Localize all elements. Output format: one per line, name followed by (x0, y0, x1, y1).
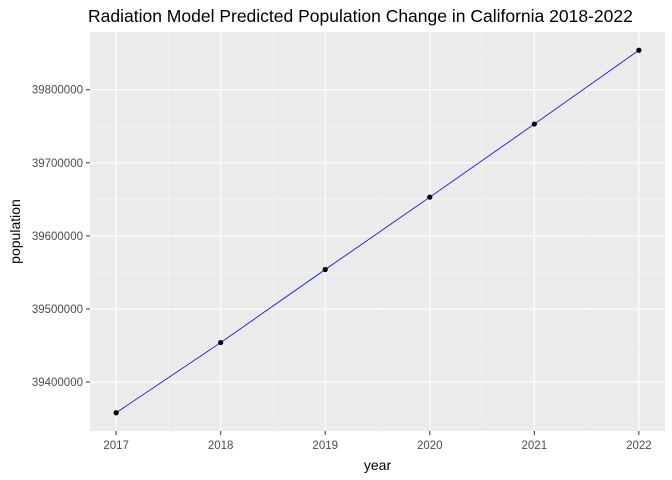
x-tick-label: 2018 (208, 440, 234, 452)
minor-gridlines (90, 32, 665, 431)
data-point (427, 194, 433, 200)
major-gridlines (90, 32, 665, 431)
x-axis-label: year (364, 457, 392, 473)
data-point (218, 339, 224, 346)
x-tick-label: 2021 (522, 440, 548, 452)
x-tick-label: 2022 (626, 440, 652, 452)
data-point (322, 266, 328, 273)
series-layer (113, 47, 642, 416)
y-tick-label: 39700000 (32, 158, 83, 170)
y-axis: 39400000 39500000 39600000 39700000 39800000 (32, 85, 90, 389)
x-tick-label: 2019 (312, 440, 338, 452)
data-point (636, 47, 642, 53)
data-point (113, 410, 119, 416)
chart-title: Radiation Model Predicted Population Cha… (88, 6, 633, 26)
y-tick-label: 39500000 (32, 304, 83, 316)
x-tick-label: 2017 (103, 440, 129, 452)
data-point (531, 121, 537, 127)
x-tick-label: 2020 (417, 440, 443, 452)
y-tick-label: 39800000 (32, 85, 83, 97)
y-tick-label: 39400000 (32, 377, 83, 389)
y-axis-label: population (7, 199, 23, 264)
x-axis: 2017 2018 2019 2020 2021 2022 (103, 431, 652, 452)
series-line (115, 49, 640, 414)
y-tick-label: 39600000 (32, 231, 83, 243)
